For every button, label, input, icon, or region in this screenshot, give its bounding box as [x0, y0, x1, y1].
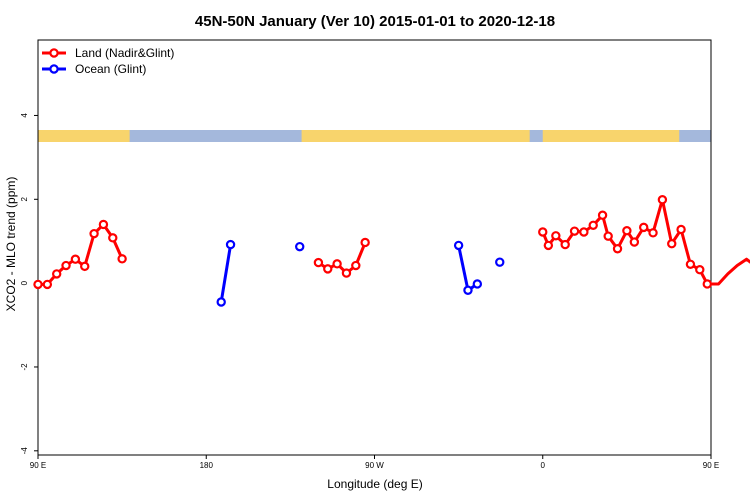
data-point [216, 297, 226, 307]
series-ocean [216, 239, 505, 307]
data-point [89, 228, 99, 239]
map-band-land-segment [542, 130, 680, 142]
data-point [332, 259, 342, 269]
data-point [667, 239, 677, 249]
data-point [51, 269, 62, 279]
data-point [702, 279, 712, 289]
map-band-land-segment [301, 130, 530, 142]
map-band-land [38, 130, 680, 142]
series-land [33, 195, 750, 290]
data-point [676, 224, 686, 235]
data-point [463, 285, 473, 295]
data-point [453, 240, 464, 251]
legend-ocean-label: Ocean (Glint) [75, 62, 146, 76]
y-tick-label: 2 [20, 197, 29, 202]
data-point [351, 260, 361, 271]
plot-frame [37, 39, 712, 456]
data-point [639, 222, 649, 233]
data-point [472, 279, 483, 289]
chart-title: 45N-50N January (Ver 10) 2015-01-01 to 2… [195, 13, 555, 30]
series-line-segment [219, 244, 233, 303]
x-tick-label: 90 W [365, 461, 384, 470]
data-point [629, 237, 640, 247]
data-point [225, 239, 236, 250]
legend-land-label: Land (Nadir&Glint) [75, 46, 174, 60]
data-point [98, 219, 109, 230]
data-point [80, 261, 90, 272]
map-band [38, 130, 711, 142]
legend: Land (Nadir&Glint) Ocean (Glint) [42, 46, 174, 76]
y-tick-label: -2 [20, 363, 29, 371]
y-tick-label: 4 [20, 113, 29, 118]
x-tick-label: 0 [541, 461, 546, 470]
data-point [360, 237, 370, 248]
data-point [622, 226, 632, 236]
data-point [313, 257, 324, 268]
data-point [543, 240, 554, 251]
data-point [70, 254, 81, 264]
data-point [42, 279, 53, 290]
data-point [685, 259, 696, 269]
data-point [108, 233, 118, 243]
series-line-segment [38, 222, 124, 286]
data-point [569, 226, 580, 236]
data-point [695, 265, 705, 275]
data-point [551, 231, 561, 241]
data-point [648, 228, 658, 238]
x-tick-label: 90 E [703, 461, 719, 470]
x-axis: 90 E 180 90 W 0 90 E [30, 455, 719, 470]
series-layer [33, 195, 750, 307]
data-point [323, 264, 333, 274]
data-point [657, 195, 668, 205]
data-point [588, 220, 598, 230]
data-point [579, 227, 589, 237]
data-point [612, 244, 623, 254]
data-point [597, 210, 608, 220]
y-tick-label: 0 [20, 280, 29, 285]
data-point [117, 254, 127, 264]
data-point [295, 241, 305, 252]
legend-ocean-marker [49, 64, 59, 74]
data-point [560, 239, 570, 250]
x-tick-label: 90 E [30, 461, 46, 470]
x-tick-label: 180 [200, 461, 214, 470]
data-point [603, 231, 613, 241]
data-point [495, 257, 505, 267]
map-band-land-segment [38, 130, 130, 142]
data-point [341, 268, 352, 278]
x-axis-label: Longitude (deg E) [327, 477, 422, 491]
y-axis-label: XCO2 - MLO trend (ppm) [4, 177, 18, 312]
series-line-segment [541, 198, 750, 286]
y-tick-label: -4 [20, 447, 29, 455]
data-point [33, 279, 43, 290]
data-point [61, 260, 71, 271]
data-point [538, 227, 548, 237]
legend-land-marker [49, 48, 59, 58]
